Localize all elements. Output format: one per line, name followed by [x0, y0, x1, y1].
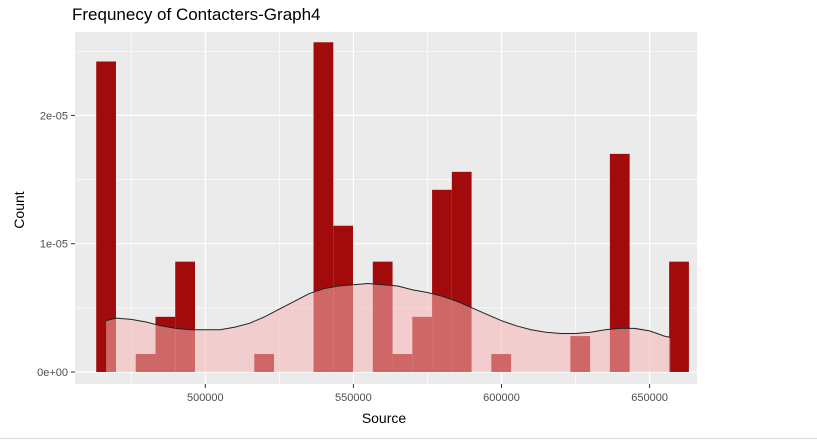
x-tick-label: 500000	[187, 392, 224, 404]
x-tick-label: 600000	[483, 392, 520, 404]
x-axis-label: Source	[362, 410, 407, 426]
y-axis-label: Count	[11, 191, 27, 228]
histogram-bar	[96, 61, 116, 373]
x-tick-label: 550000	[335, 392, 372, 404]
histogram-bar	[669, 261, 689, 372]
y-axis-ticks: 0e+00 1e-05 2e-05	[37, 110, 75, 379]
x-axis-ticks: 500000 550000 600000 650000	[187, 384, 668, 404]
density-line	[105, 282, 671, 338]
y-tick-label: 1e-05	[40, 239, 68, 251]
histogram-bar	[609, 153, 630, 372]
y-tick-label: 2e-05	[40, 110, 68, 122]
bottom-divider	[0, 438, 817, 439]
chart-title: Frequnecy of Contacters-Graph4	[72, 5, 321, 24]
density-area	[106, 283, 671, 372]
grid-minor-lines	[75, 32, 697, 384]
y-tick-label: 0e+00	[37, 367, 68, 379]
x-tick-label: 650000	[631, 392, 668, 404]
